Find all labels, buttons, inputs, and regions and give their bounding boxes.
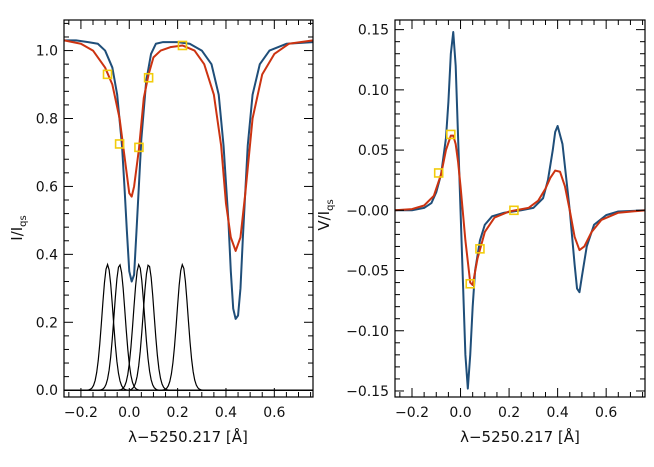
- right-series-line-1: [395, 134, 645, 286]
- right-ytick-label-5: 0.10: [358, 83, 389, 99]
- stokes-v-panel: V/Iqs λ−5250.217 [Å] −0.2 0.0 0.2 0.4 0.6 −0.…: [315, 19, 646, 446]
- left-ytick-label-2: 0.4: [36, 247, 58, 263]
- left-marker-1: [114, 139, 125, 149]
- right-marker-4: [509, 205, 519, 216]
- left-xtick-label-2: 0.2: [166, 405, 188, 421]
- left-xtick-label-1: 0.0: [118, 405, 140, 421]
- left-xtick-label-3: 0.4: [215, 405, 237, 421]
- left-xtick-label-4: 0.6: [263, 405, 285, 421]
- right-axes-frame: [394, 19, 646, 398]
- right-xlabel: λ−5250.217 [Å]: [460, 427, 580, 446]
- left-marker-4: [177, 40, 188, 51]
- left-series-line-1: [64, 39, 313, 252]
- right-marker-1: [446, 129, 456, 140]
- left-series-line-0: [64, 39, 313, 320]
- right-ylabel-main: V/I: [315, 211, 333, 231]
- left-ytick-label-0: 0.0: [36, 383, 58, 399]
- right-ytick-label-2: −0.05: [346, 264, 389, 280]
- left-ylabel-main: I/I: [8, 227, 26, 241]
- right-series-line-0: [395, 31, 645, 390]
- left-ytick-label-5: 1.0: [36, 44, 58, 60]
- right-marker-0: [433, 168, 444, 178]
- left-xlabel: λ−5250.217 [Å]: [128, 427, 248, 446]
- right-ytick-label-1: −0.10: [346, 324, 389, 340]
- left-ytick-label-3: 0.6: [36, 179, 58, 195]
- right-ylabel: V/Iqs: [315, 199, 336, 230]
- left-xtick-label-0: −0.2: [64, 405, 98, 421]
- left-component-line-4: [64, 262, 313, 391]
- right-marker-2: [465, 278, 476, 289]
- left-ytick-label-4: 0.8: [36, 111, 58, 127]
- right-xtick-label-1: 0.0: [449, 405, 471, 421]
- left-marker-3: [143, 72, 154, 83]
- right-ytick-label-6: 0.15: [358, 23, 389, 39]
- left-ytick-label-1: 0.2: [36, 315, 58, 331]
- left-axes-frame: [63, 19, 314, 398]
- left-ylabel-sub: qs: [18, 215, 29, 227]
- right-ytick-label-4: 0.05: [358, 143, 389, 159]
- right-ytick-label-3: −0.00: [346, 203, 389, 219]
- left-ylabel: I/Iqs: [8, 215, 29, 240]
- right-xtick-label-4: 0.6: [595, 405, 617, 421]
- right-marker-3: [475, 244, 485, 254]
- right-xtick-label-3: 0.4: [546, 405, 568, 421]
- right-ytick-label-0: −0.15: [346, 384, 389, 400]
- right-xtick-label-2: 0.2: [498, 405, 520, 421]
- right-xtick-label-0: −0.2: [395, 405, 429, 421]
- left-marker-2: [134, 142, 144, 153]
- intensity-panel: I/Iqs λ−5250.217 [Å] −0.2 0.0 0.2 0.4 0.6 0.0…: [8, 19, 314, 446]
- left-marker-0: [102, 69, 113, 80]
- right-ylabel-sub: qs: [325, 199, 336, 211]
